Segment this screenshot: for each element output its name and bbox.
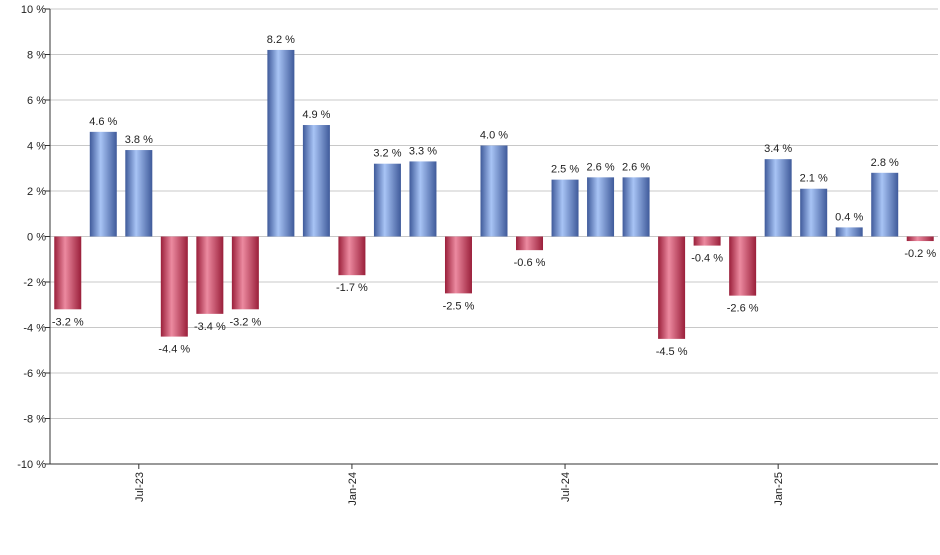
data-label: -3.4 % [194,321,226,333]
data-label: 0.4 % [835,211,863,223]
axes [49,9,938,469]
data-label: 4.0 % [480,130,508,142]
data-labels: -3.2 %4.6 %3.8 %-4.4 %-3.4 % -3.2 %8.2 %4… [52,34,936,358]
bar-positive [373,163,401,237]
bar-positive [587,177,615,237]
data-label: 2.1 % [800,173,828,185]
bar-positive [622,177,650,237]
y-axis-tick-labels: 10 % 8 % 6 % 4 % 2 % 0 % -2 % -4 % -6 % -8 % -10 % [17,4,46,471]
bar-positive [480,145,508,237]
bar-positive [302,125,330,237]
y-tick-label: -8 % [23,414,46,426]
data-label: -0.6 % [514,257,546,269]
bar-negative [231,236,259,310]
data-label: -3.2 % [229,316,261,328]
data-label: 4.6 % [89,116,117,128]
y-tick-label: 10 % [21,4,46,16]
x-tick-label: Jan-24 [347,472,359,506]
y-tick-label: 8 % [27,50,46,62]
y-tick-label: 0 % [27,232,46,244]
data-label: 8.2 % [267,34,295,46]
y-tick-label: 4 % [27,141,46,153]
data-label: -2.6 % [727,303,759,315]
bar-negative [54,236,82,310]
x-tick-label: Jul-23 [134,472,146,502]
data-label: -2.5 % [443,300,475,312]
y-tick-label: -4 % [23,323,46,335]
data-label: -1.7 % [336,282,368,294]
data-label: 4.9 % [302,109,330,121]
bar-positive [871,172,899,237]
data-label: 3.2 % [373,148,401,160]
bar-positive [267,49,295,237]
data-label: -4.5 % [656,346,688,358]
y-tick-label: 6 % [27,95,46,107]
bar-negative [906,236,934,242]
data-label: 2.8 % [871,157,899,169]
data-label: -0.4 % [691,253,723,265]
data-label: 2.5 % [551,164,579,176]
bar-negative [693,236,721,246]
bar-positive [125,150,153,237]
data-label: -0.2 % [904,248,936,260]
bars [54,49,934,339]
bar-negative [658,236,686,339]
bar-negative [516,236,544,251]
y-tick-label: -10 % [17,459,46,471]
data-label: 3.8 % [125,134,153,146]
bar-positive [551,179,579,237]
bar-negative [196,236,224,314]
x-tick-label: Jul-24 [560,472,572,502]
bar-negative [160,236,188,337]
x-tick-label: Jan-25 [773,472,785,506]
data-label: 3.4 % [764,143,792,155]
data-label: -3.2 % [52,316,84,328]
bar-positive [764,159,792,237]
bar-negative [338,236,366,276]
bar-positive [409,161,437,237]
bar-positive [835,227,863,237]
y-tick-label: 2 % [27,186,46,198]
bar-negative [729,236,757,296]
data-label: 3.3 % [409,145,437,157]
bar-negative [444,236,472,294]
data-label: 2.6 % [622,161,650,173]
y-tick-label: -2 % [23,277,46,289]
bar-positive [800,188,828,237]
y-tick-label: -6 % [23,368,46,380]
bar-positive [89,131,117,237]
data-label: -4.4 % [158,344,190,356]
data-label: 2.6 % [586,161,614,173]
x-axis-tick-labels: Jul-23 Jan-24 Jul-24 Jan-25 [134,472,785,506]
